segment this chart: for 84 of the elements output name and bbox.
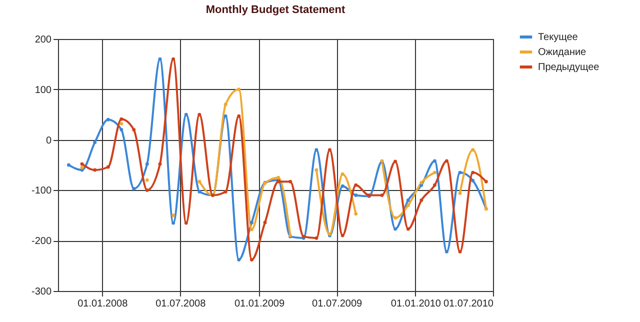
point: [237, 88, 241, 92]
point: [120, 117, 124, 121]
x-tick-label: 01.07.2009: [312, 298, 363, 310]
point: [354, 183, 358, 187]
point: [458, 170, 462, 174]
point: [420, 180, 424, 184]
point: [444, 250, 448, 254]
point: [145, 188, 149, 192]
point: [340, 234, 344, 238]
point: [237, 258, 241, 262]
point: [120, 128, 124, 132]
point: [184, 221, 188, 225]
y-tick-label: -100: [31, 186, 52, 197]
legend-label: Ожидание: [538, 47, 587, 58]
x-tick-label: 01.07.2010: [443, 298, 494, 310]
point: [198, 190, 202, 194]
point: [471, 178, 475, 182]
point: [340, 184, 344, 188]
point: [406, 198, 410, 202]
y-tick-label: 0: [46, 135, 52, 146]
point: [198, 180, 202, 184]
point: [420, 198, 424, 202]
point: [250, 220, 254, 224]
point: [250, 258, 254, 262]
point: [237, 114, 241, 118]
y-tick-label: 200: [34, 34, 52, 46]
point: [471, 170, 475, 174]
y-tick-label: -300: [31, 286, 52, 298]
point: [158, 57, 162, 61]
point: [93, 140, 97, 144]
point: [172, 214, 176, 218]
point: [432, 183, 436, 187]
point: [106, 165, 110, 169]
point: [444, 159, 448, 163]
point: [145, 162, 149, 166]
point: [458, 250, 462, 254]
point: [145, 178, 149, 182]
point: [93, 168, 97, 172]
point: [314, 148, 318, 152]
x-tick-label: 01.01.2009: [234, 298, 285, 310]
legend-label: Предыдущее: [538, 62, 600, 73]
point: [432, 170, 436, 174]
point: [198, 112, 202, 116]
y-tick-label: -200: [31, 236, 52, 248]
point: [394, 227, 398, 231]
point: [314, 236, 318, 240]
point: [354, 212, 358, 216]
point: [288, 180, 292, 184]
point: [66, 163, 70, 167]
point: [354, 194, 358, 197]
point: [394, 216, 398, 220]
point: [80, 162, 84, 166]
point: [172, 221, 176, 225]
legend-label: Текущее: [538, 32, 578, 43]
point: [471, 148, 475, 152]
point: [458, 191, 462, 195]
point: [340, 172, 344, 176]
point: [80, 166, 84, 170]
point: [406, 227, 410, 231]
point: [132, 128, 136, 132]
y-tick-label: 100: [34, 84, 52, 96]
point: [406, 204, 410, 208]
point: [224, 114, 228, 118]
point: [132, 186, 136, 190]
point: [120, 122, 124, 126]
point: [172, 57, 176, 61]
point: [394, 160, 398, 164]
point: [250, 228, 254, 232]
point: [184, 112, 188, 116]
point: [432, 159, 436, 163]
point: [224, 102, 228, 106]
point: [328, 148, 332, 152]
x-tick-label: 01.01.2010: [390, 298, 442, 310]
point: [484, 180, 488, 184]
chart-title: Monthly Budget Statement: [206, 4, 346, 16]
point: [380, 194, 384, 197]
point: [106, 118, 110, 122]
point: [224, 190, 228, 194]
x-tick-label: 01.07.2008: [156, 298, 206, 310]
point: [314, 168, 318, 172]
point: [276, 176, 280, 180]
point: [158, 162, 162, 166]
x-tick-label: 01.01.2008: [78, 298, 128, 310]
point: [263, 220, 267, 224]
